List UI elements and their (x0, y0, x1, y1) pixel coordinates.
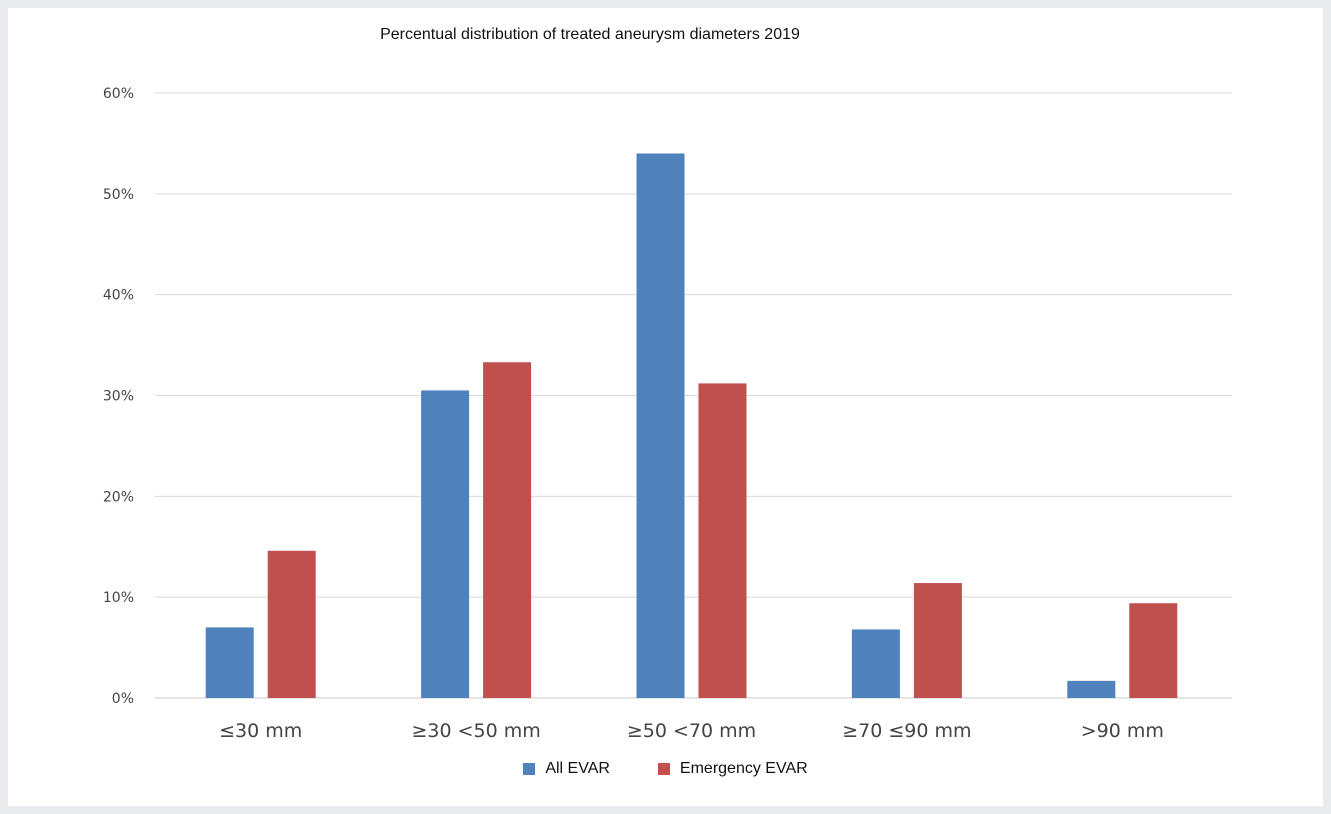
x-tick-label: ≤30 mm (219, 720, 302, 742)
bar-emergency-evar (483, 362, 532, 698)
x-tick-label: ≥50 <70 mm (627, 720, 756, 742)
x-tick-label: ≥70 ≤90 mm (842, 720, 971, 742)
y-tick-label: 0% (112, 691, 134, 707)
y-tick-label: 50% (103, 187, 134, 203)
bar-all-evar (851, 629, 900, 698)
legend-item-emergency-evar: Emergency EVAR (657, 760, 808, 778)
legend-swatch-emergency-evar (657, 763, 670, 775)
bar-all-evar (421, 390, 470, 698)
legend: All EVAR Emergency EVAR (0, 760, 1331, 778)
legend-label-all-evar: All EVAR (545, 760, 610, 777)
x-tick-label: ≥30 <50 mm (411, 720, 540, 742)
bar-all-evar (636, 153, 685, 698)
bar-emergency-evar (913, 583, 962, 698)
x-tick-label: >90 mm (1081, 720, 1164, 742)
y-tick-label: 30% (103, 389, 134, 405)
bar-emergency-evar (698, 383, 747, 698)
chart-title: Percentual distribution of treated aneur… (380, 26, 800, 43)
legend-swatch-all-evar (523, 763, 536, 775)
bar-all-evar (205, 627, 254, 698)
bar-emergency-evar (1129, 603, 1178, 698)
y-tick-label: 60% (103, 86, 134, 102)
y-tick-label: 20% (103, 489, 134, 505)
bar-emergency-evar (267, 550, 316, 698)
y-tick-label: 40% (103, 288, 134, 304)
bar-all-evar (1067, 680, 1116, 698)
y-tick-label: 10% (103, 590, 134, 606)
legend-label-emergency-evar: Emergency EVAR (679, 760, 808, 777)
legend-item-all-evar: All EVAR (523, 760, 610, 778)
